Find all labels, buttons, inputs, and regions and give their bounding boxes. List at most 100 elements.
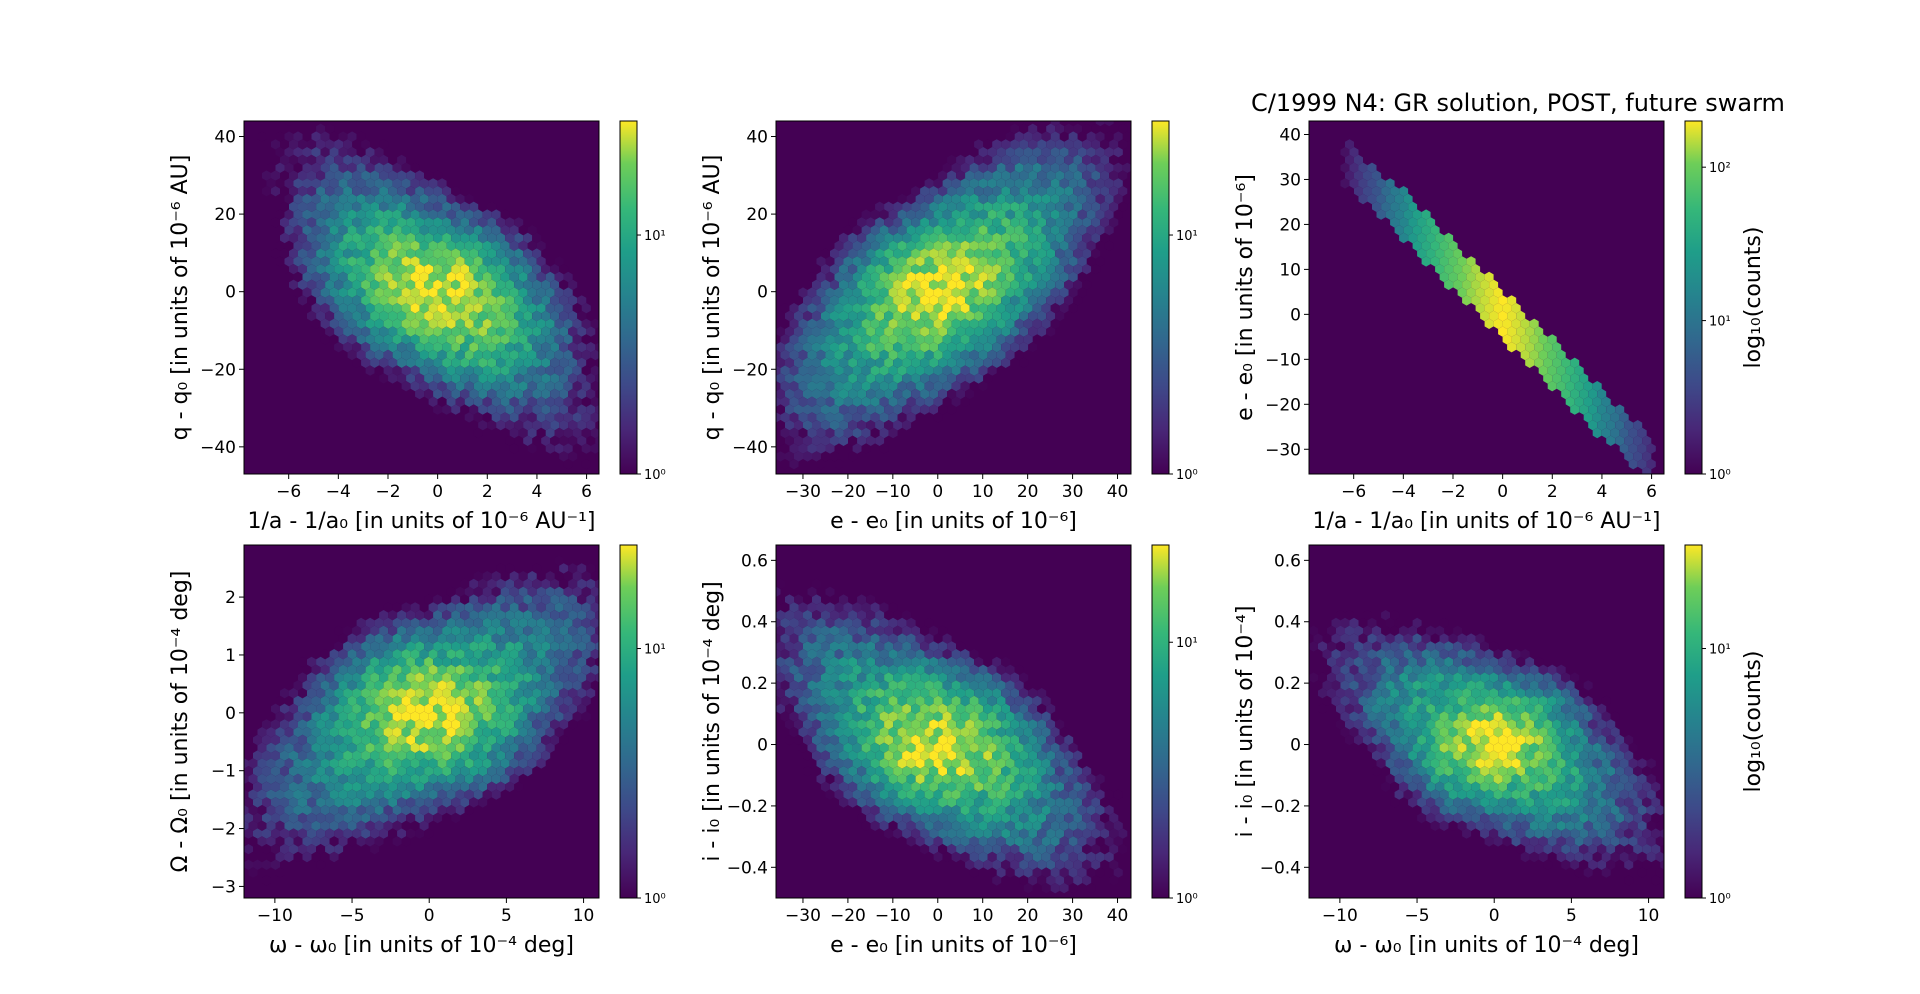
hex-cell: [1529, 334, 1539, 345]
hex-cell: [1507, 719, 1517, 730]
hex-cell: [532, 326, 542, 337]
hex-cell: [794, 388, 803, 400]
hex-cell: [1041, 727, 1051, 738]
hex-cell: [879, 711, 889, 722]
hex-cell: [365, 162, 375, 173]
hex-cell: [1032, 711, 1042, 722]
hex-cell: [1408, 217, 1418, 228]
hex-cell: [933, 381, 943, 392]
hex-cell: [969, 836, 979, 847]
hex-cell: [879, 695, 889, 707]
hex-cell: [1435, 641, 1445, 652]
hex-cell: [996, 225, 1006, 236]
hex-cell: [545, 586, 555, 597]
hex-cell: [464, 602, 474, 613]
hex-cell: [527, 758, 537, 769]
hex-cell: [469, 264, 479, 275]
hex-cell: [1484, 758, 1494, 769]
hex-cell: [388, 750, 398, 761]
hex-cell: [1091, 264, 1101, 275]
hex-cell: [798, 412, 808, 423]
hex-cell: [343, 812, 353, 824]
x-tick-label: −10: [875, 482, 911, 502]
hex-cell: [1068, 836, 1078, 847]
hex-cell: [1349, 664, 1359, 675]
hex-cell: [816, 365, 826, 376]
hex-cell: [956, 672, 966, 683]
hex-cell: [870, 602, 880, 613]
hex-cell: [821, 248, 830, 259]
hex-cell: [1597, 734, 1607, 746]
hex-cell: [816, 727, 826, 738]
hex-cell: [992, 217, 1002, 228]
hex-cell: [505, 248, 515, 259]
hex-cell: [897, 680, 907, 691]
hex-cell: [1363, 625, 1372, 636]
hex-cell: [424, 186, 434, 197]
hex-cell: [1014, 727, 1024, 738]
hex-cell: [1466, 727, 1476, 738]
hex-cell: [1046, 875, 1056, 886]
hex-cell: [875, 435, 885, 446]
hex-cell: [1367, 178, 1377, 189]
hex-cell: [505, 388, 515, 400]
hex-cell: [298, 248, 307, 259]
hex-cell: [577, 672, 587, 683]
hex-cell: [1372, 656, 1382, 668]
hex-cell: [1637, 427, 1647, 439]
hex-cell: [839, 388, 849, 400]
hex-cell: [410, 303, 420, 314]
hex-cell: [848, 797, 858, 808]
hex-cell: [352, 232, 362, 244]
hex-cell: [487, 766, 497, 777]
hex-cell: [915, 711, 925, 722]
hex-cell: [996, 193, 1006, 205]
hex-cell: [875, 641, 885, 652]
hex-cell: [1019, 342, 1029, 353]
hex-cell: [1041, 695, 1051, 707]
hex-cell: [893, 388, 903, 400]
hex-cell: [1417, 672, 1427, 683]
hex-cell: [410, 225, 420, 236]
hex-cell: [933, 178, 943, 189]
hex-cell: [906, 349, 916, 361]
hex-cell: [906, 820, 916, 831]
hex-cell: [1556, 680, 1566, 691]
hex-cell: [920, 781, 930, 792]
hex-cell: [1032, 147, 1042, 158]
hex-cell: [374, 162, 384, 173]
hex-cell: [284, 162, 294, 173]
hex-cell: [307, 279, 317, 290]
hex-cell: [785, 688, 794, 699]
hex-cell: [347, 209, 357, 220]
hex-cell: [933, 805, 943, 816]
hex-cell: [464, 664, 474, 675]
hex-cell: [563, 664, 573, 675]
hex-cell: [888, 349, 898, 361]
hex-cell: [987, 820, 997, 831]
hex-cell: [554, 695, 564, 707]
hex-cell: [983, 232, 993, 244]
hex-cell: [915, 193, 925, 205]
hex-cell: [262, 750, 271, 761]
hex-cell: [586, 625, 596, 636]
hex-cell: [843, 271, 853, 283]
hex-cell: [1444, 719, 1454, 730]
hex-cell: [397, 625, 407, 636]
hex-cell: [280, 248, 289, 259]
hex-cell: [1520, 680, 1530, 691]
hex-cell: [1001, 154, 1011, 166]
hex-cell: [915, 209, 925, 220]
hex-cell: [316, 201, 326, 212]
hex-cell: [996, 287, 1006, 298]
hex-cell: [861, 381, 871, 392]
hex-cell: [1086, 240, 1096, 251]
hex-cell: [410, 381, 420, 392]
hex-cell: [388, 781, 398, 792]
hex-cell: [316, 232, 326, 244]
hex-cell: [356, 758, 366, 769]
hex-cell: [478, 625, 488, 636]
hex-cell: [1498, 295, 1508, 306]
hex-cell: [600, 587, 609, 597]
hex-cell: [816, 742, 826, 753]
